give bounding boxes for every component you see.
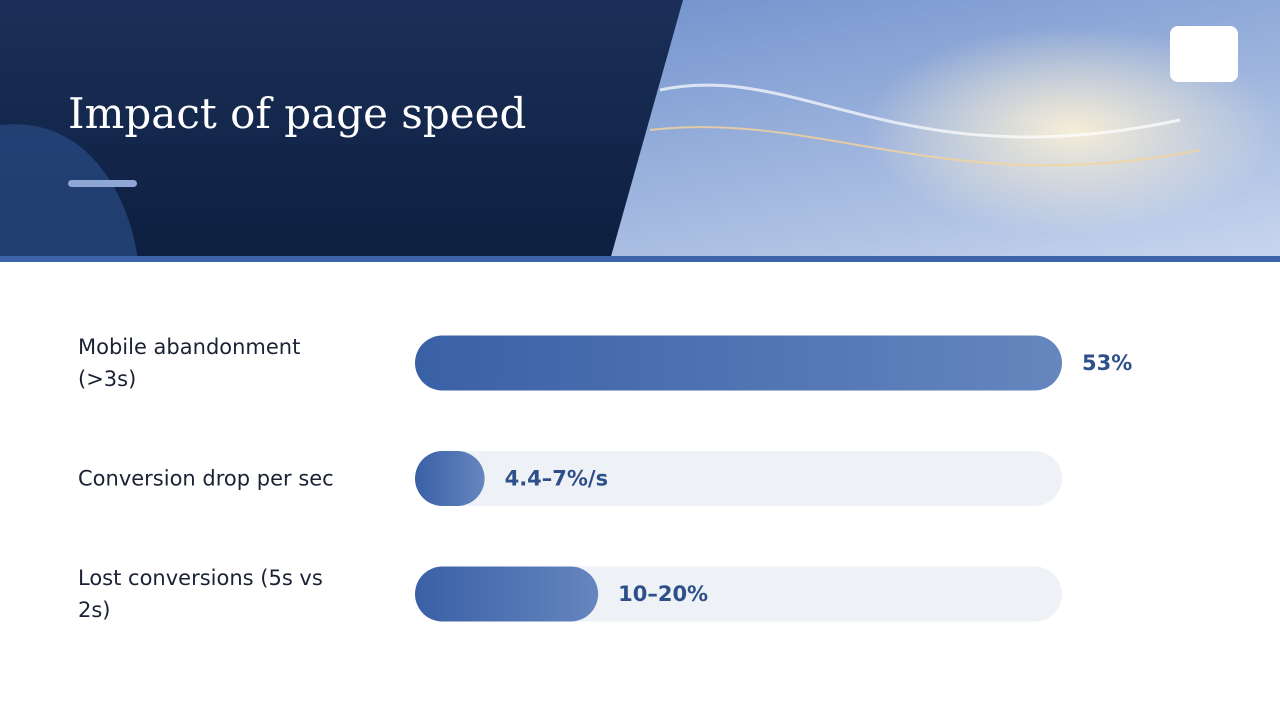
header-panel (0, 0, 683, 260)
category-label: Mobile abandonment (>3s) (78, 335, 300, 391)
logo-box (1170, 26, 1238, 82)
bar (415, 335, 1062, 391)
header-border (0, 256, 1280, 262)
light-streak (659, 83, 1181, 139)
decor-circle (0, 124, 138, 260)
value-label: 10–20% (618, 582, 708, 606)
title-underline (68, 180, 137, 187)
bar (415, 451, 485, 506)
value-label: 4.4–7%/s (505, 467, 609, 491)
category-label: Conversion drop per sec (78, 467, 334, 491)
bars: 53% Mobile abandonment (>3s) 4.4–7%/s Conver… (78, 335, 1132, 622)
chart-title: Impact of page speed (68, 89, 526, 138)
bar (415, 566, 599, 622)
value-label: 53% (1082, 351, 1132, 375)
light-streak (649, 126, 1201, 167)
bar-track (415, 451, 1062, 506)
category-label: Lost conversions (5s vs 2s) (78, 566, 323, 622)
